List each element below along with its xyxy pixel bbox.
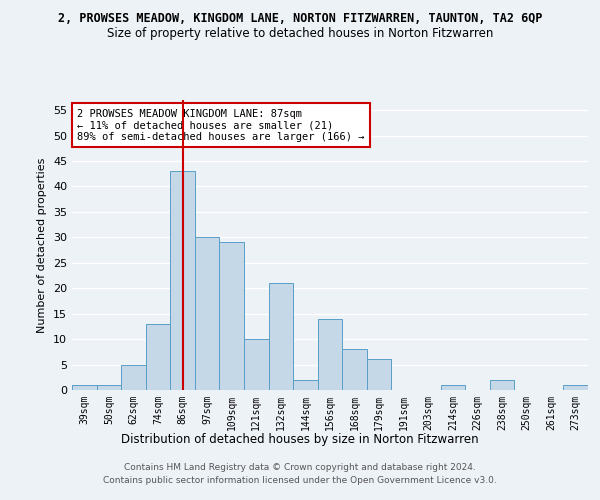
Y-axis label: Number of detached properties: Number of detached properties [37,158,47,332]
Bar [367,360,391,390]
Bar [563,385,588,390]
Bar [318,319,342,390]
Bar [269,283,293,390]
Bar [72,385,97,390]
Text: Distribution of detached houses by size in Norton Fitzwarren: Distribution of detached houses by size … [121,432,479,446]
Text: 2, PROWSES MEADOW, KINGDOM LANE, NORTON FITZWARREN, TAUNTON, TA2 6QP: 2, PROWSES MEADOW, KINGDOM LANE, NORTON … [58,12,542,26]
Bar [220,242,244,390]
Bar [195,238,220,390]
Text: Contains public sector information licensed under the Open Government Licence v3: Contains public sector information licen… [103,476,497,485]
Text: 2 PROWSES MEADOW KINGDOM LANE: 87sqm
← 11% of detached houses are smaller (21)
8: 2 PROWSES MEADOW KINGDOM LANE: 87sqm ← 1… [77,108,365,142]
Bar [146,324,170,390]
Bar [490,380,514,390]
Bar [170,171,195,390]
Text: Size of property relative to detached houses in Norton Fitzwarren: Size of property relative to detached ho… [107,28,493,40]
Bar [97,385,121,390]
Bar [121,364,146,390]
Bar [293,380,318,390]
Bar [440,385,465,390]
Bar [244,339,269,390]
Text: Contains HM Land Registry data © Crown copyright and database right 2024.: Contains HM Land Registry data © Crown c… [124,462,476,471]
Bar [342,350,367,390]
